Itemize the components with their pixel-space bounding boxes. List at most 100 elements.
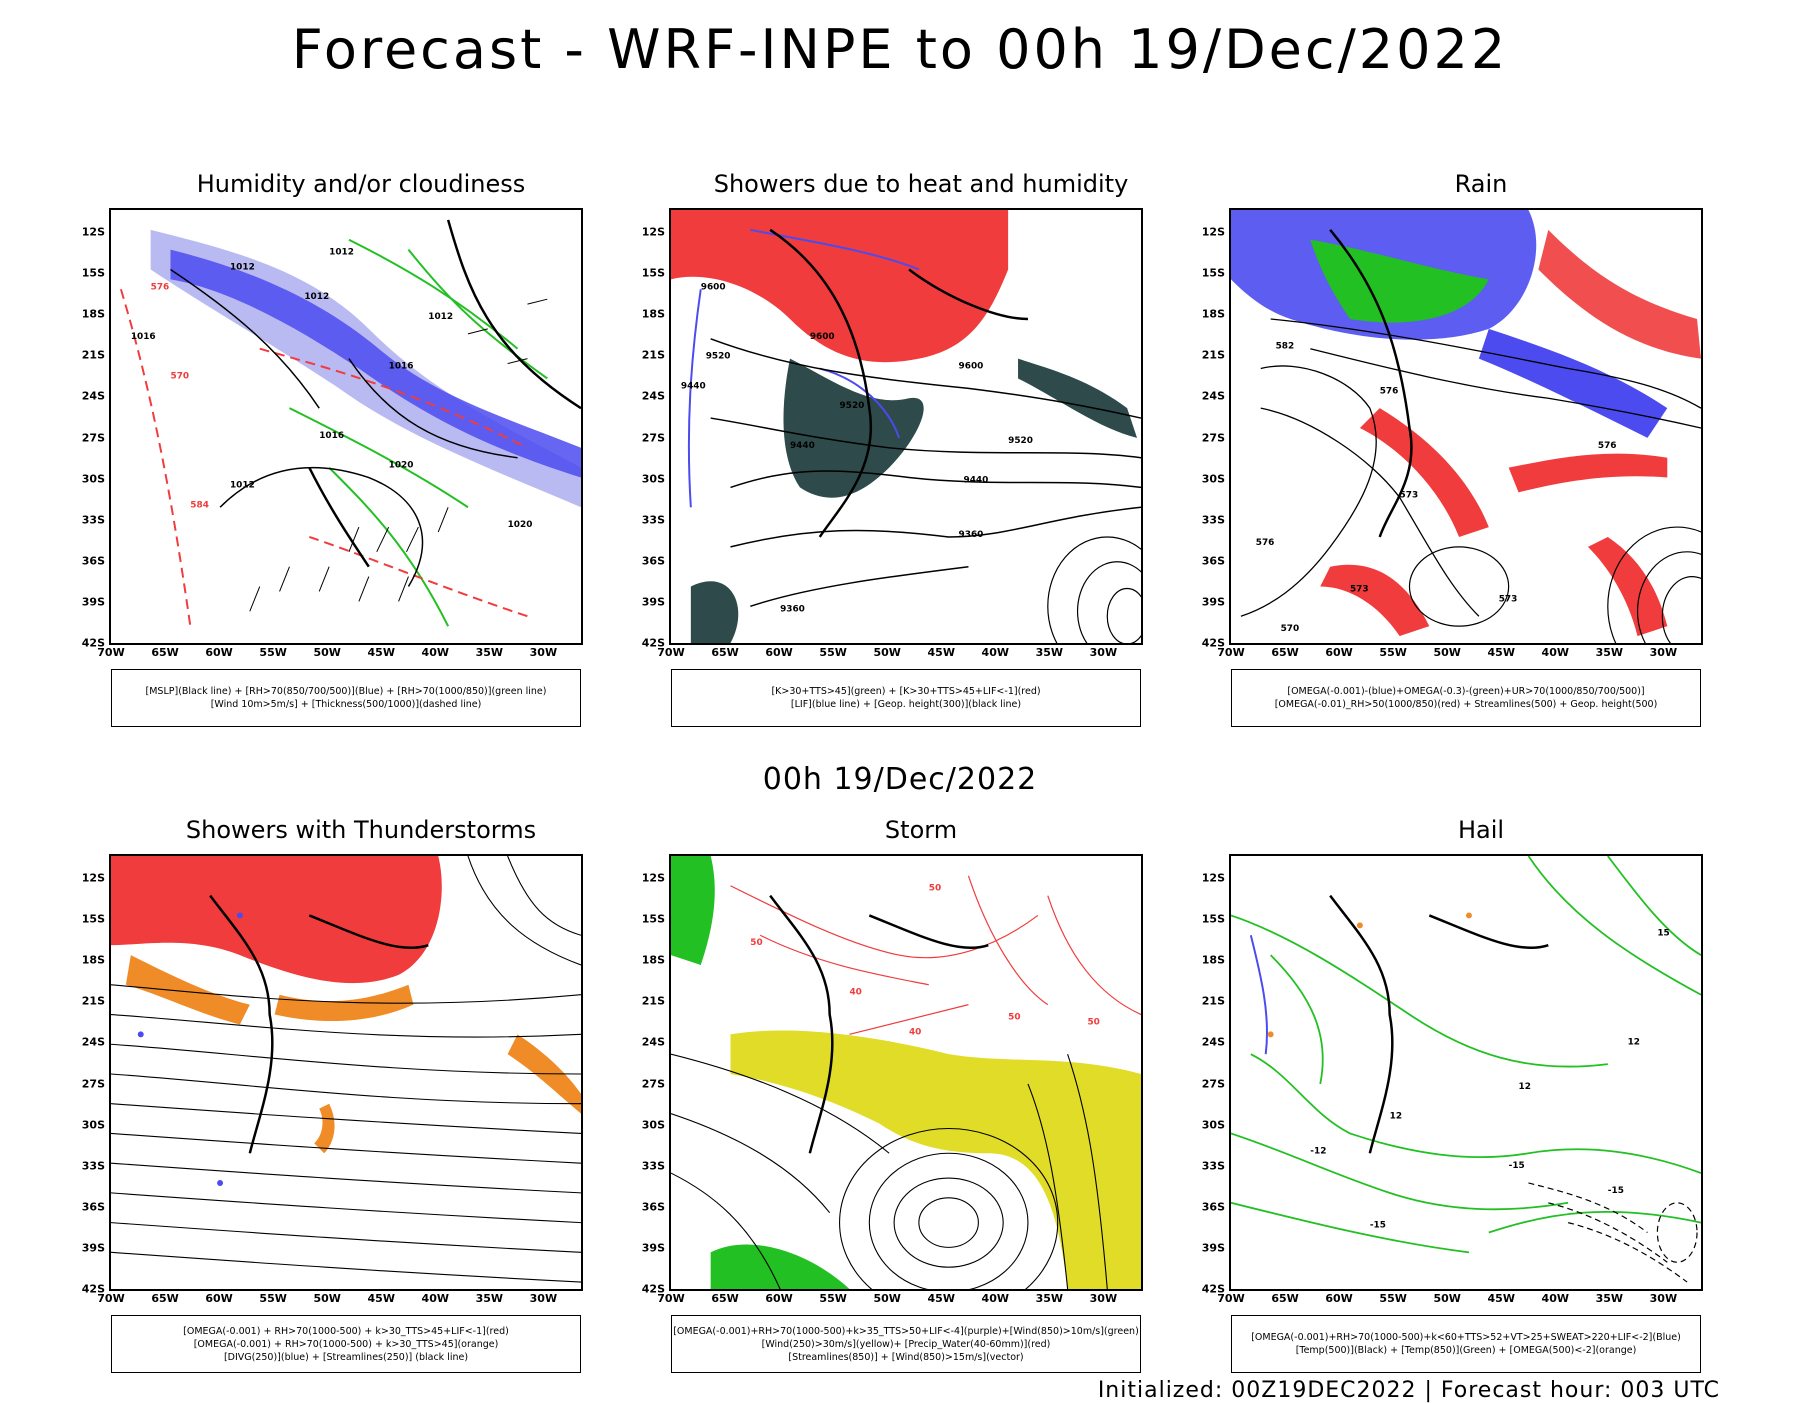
isobar-label: 1020 xyxy=(389,461,414,471)
lon-axis: 70W 65W 60W 55W 50W 45W 40W 35W 30W xyxy=(1217,646,1703,662)
lon-label: 50W xyxy=(313,1292,341,1305)
temperature-label: 12 xyxy=(1519,1082,1531,1092)
lat-label: 30S xyxy=(641,472,665,486)
isobar-label: 1012 xyxy=(230,480,255,490)
mid-title: 00h 19/Dec/2022 xyxy=(762,762,1038,797)
panel-title: Rain xyxy=(1454,170,1508,198)
panel-legend: [K>30+TTS>45](green) + [K>30+TTS>45+LIF<… xyxy=(671,669,1141,727)
temperature-label: -15 xyxy=(1370,1221,1386,1231)
lat-label: 39S xyxy=(1201,1241,1225,1255)
lon-axis: 70W 65W 60W 55W 50W 45W 40W 35W 30W xyxy=(1217,1292,1703,1308)
lon-label: 55W xyxy=(819,1292,847,1305)
lat-label: 39S xyxy=(641,1241,665,1255)
geopotential-label: 573 xyxy=(1499,594,1518,604)
temperature-label: -12 xyxy=(1310,1146,1326,1156)
isobar-label: 1016 xyxy=(131,332,156,342)
lon-label: 55W xyxy=(259,646,287,659)
lat-axis: 12S 15S 18S 21S 24S 27S 30S 33S 36S 39S 42S xyxy=(61,208,107,650)
lat-label: 30S xyxy=(81,472,105,486)
isobar-label: 1020 xyxy=(508,520,533,530)
lat-label: 12S xyxy=(81,225,105,239)
geopotential-label: 573 xyxy=(1350,584,1369,594)
lon-label: 40W xyxy=(421,1292,450,1305)
lon-label: 55W xyxy=(819,646,847,659)
lon-label: 50W xyxy=(313,646,341,659)
lat-label: 33S xyxy=(641,513,665,527)
lon-label: 45W xyxy=(927,1292,955,1305)
lat-label: 39S xyxy=(81,1241,105,1255)
lat-label: 21S xyxy=(1201,348,1225,362)
panel-storm: Storm 12S 15S 18S 21S 24S 27S 30S 33S 36S 39S 42S xyxy=(621,816,1221,1398)
lon-axis: 70W 65W 60W 55W 50W 45W 40W 35W 30W xyxy=(97,1292,583,1308)
streamlines xyxy=(111,856,581,1283)
geopotential-label: 9360 xyxy=(780,604,805,614)
lat-label: 30S xyxy=(1201,472,1225,486)
map-thunderstorms[interactable] xyxy=(109,854,583,1291)
lat-label: 33S xyxy=(1201,1159,1225,1173)
lat-label: 30S xyxy=(1201,1118,1225,1132)
panel-humidity: Humidity and/or cloudiness 12S 15S 18S 21S 2… xyxy=(61,170,661,752)
lon-label: 65W xyxy=(711,1292,739,1305)
lon-label: 65W xyxy=(151,1292,179,1305)
lat-axis: 12S 15S 18S 21S 24S 27S 30S 33S 36S 39S 42S xyxy=(1181,208,1227,650)
lon-label: 30W xyxy=(1089,646,1118,659)
lat-label: 12S xyxy=(1201,225,1225,239)
panel-thunderstorms: Showers with Thunderstorms 12S 15S 18S 21S 2… xyxy=(61,816,661,1398)
lat-label: 24S xyxy=(81,389,105,403)
lat-label: 21S xyxy=(641,994,665,1008)
geopotential-label: 9520 xyxy=(706,352,731,362)
map-hail[interactable]: 12 12 12 -12 -15 -15 -15 15 xyxy=(1229,854,1703,1291)
lon-axis: 70W 65W 60W 55W 50W 45W 40W 35W 30W xyxy=(657,646,1143,662)
lat-label: 33S xyxy=(81,513,105,527)
lon-label: 35W xyxy=(1595,646,1624,659)
map-rain[interactable]: 582 576 576 573 573 573 570 576 xyxy=(1229,208,1703,645)
map-showers-heat[interactable]: 9600 9600 9600 9520 9520 9520 9440 9440 … xyxy=(669,208,1143,645)
lat-label: 36S xyxy=(1201,1200,1225,1214)
lon-label: 35W xyxy=(475,646,504,659)
lat-label: 15S xyxy=(1201,266,1225,280)
lat-label: 39S xyxy=(641,595,665,609)
lon-label: 35W xyxy=(1035,646,1064,659)
precip-water-label: 40 xyxy=(849,988,861,998)
lon-label: 65W xyxy=(711,646,739,659)
lat-label: 18S xyxy=(1201,953,1225,967)
lon-label: 70W xyxy=(657,646,685,659)
geopotential-label: 9520 xyxy=(840,401,865,411)
map-storm[interactable]: 50 50 40 40 50 50 xyxy=(669,854,1143,1291)
panel-legend: [OMEGA(-0.001)+RH>70(1000-500)+k>35_TTS>… xyxy=(671,1315,1141,1373)
geopotential-label: 576 xyxy=(1598,441,1617,451)
thickness-label: 584 xyxy=(190,500,209,510)
lon-label: 45W xyxy=(1487,1292,1515,1305)
precip-water-label: 40 xyxy=(909,1027,921,1037)
panel-title: Storm xyxy=(884,816,958,844)
lat-label: 15S xyxy=(641,266,665,280)
lat-label: 18S xyxy=(1201,307,1225,321)
lat-label: 42S xyxy=(641,1282,665,1296)
lat-label: 18S xyxy=(641,953,665,967)
lon-label: 65W xyxy=(151,646,179,659)
lon-label: 50W xyxy=(1433,1292,1461,1305)
lon-axis: 70W 65W 60W 55W 50W 45W 40W 35W 30W xyxy=(657,1292,1143,1308)
geopotential-label: 9360 xyxy=(959,530,984,540)
lon-label: 65W xyxy=(1271,1292,1299,1305)
lat-axis: 12S 15S 18S 21S 24S 27S 30S 33S 36S 39S 42S xyxy=(621,854,667,1296)
lat-label: 15S xyxy=(81,266,105,280)
lon-label: 60W xyxy=(1325,646,1353,659)
lon-label: 45W xyxy=(1487,646,1515,659)
lat-label: 12S xyxy=(641,871,665,885)
map-humidity[interactable]: 1012 1012 1012 1012 1012 1016 1016 1016 … xyxy=(109,208,583,645)
thickness-label: 570 xyxy=(170,371,189,381)
panel-hail: Hail 12S 15S 18S 21S 24S 27S 30S 33S 36S 39S 42S xyxy=(1181,816,1781,1398)
temperature-label: 15 xyxy=(1657,928,1669,938)
lat-label: 27S xyxy=(81,431,105,444)
lat-label: 42S xyxy=(81,1282,105,1296)
lat-label: 33S xyxy=(1201,513,1225,527)
lat-label: 42S xyxy=(81,636,105,650)
lon-label: 70W xyxy=(97,1292,125,1305)
lat-label: 27S xyxy=(1201,431,1225,444)
lat-label: 18S xyxy=(641,307,665,321)
streamlines xyxy=(671,1053,1108,1289)
lat-label: 15S xyxy=(1201,912,1225,926)
lat-label: 21S xyxy=(81,994,105,1008)
lon-label: 70W xyxy=(97,646,125,659)
